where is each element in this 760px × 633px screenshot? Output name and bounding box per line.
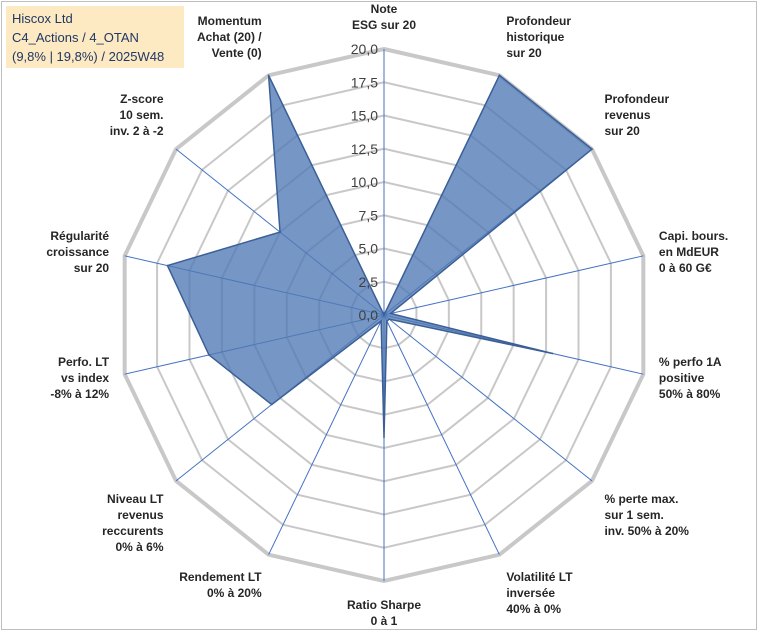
- data-point: [551, 352, 554, 355]
- axis-label-line: Profondeur: [604, 92, 669, 106]
- axis-label: Profondeur revenus sur 20: [604, 92, 669, 138]
- axis-label-line: 0% à 6%: [115, 540, 163, 554]
- data-point: [386, 320, 388, 322]
- axis-label-line: ESG sur 20: [352, 18, 416, 32]
- axis-label-line: vs index: [61, 371, 109, 385]
- data-point: [166, 264, 169, 267]
- axis-label-line: Rendement LT: [179, 570, 262, 584]
- chart-title-box: Hiscox Ltd C4_Actions / 4_OTAN (9,8% | 1…: [6, 6, 184, 68]
- tick-label: 15,0: [351, 108, 378, 124]
- axis-label-line: Achat (20) /: [197, 30, 262, 44]
- tick-label: 20,0: [351, 41, 378, 57]
- tick-label: 2,5: [359, 274, 379, 290]
- axis-label-line: Niveau LT: [107, 492, 164, 506]
- axis-label-line: inv. 2 à -2: [110, 124, 164, 138]
- axis-label: Perfo. LT vs index -8% à 12%: [50, 355, 109, 401]
- axis-label-line: 0% à 20%: [207, 586, 262, 600]
- axis-label-line: % perfo 1A: [659, 355, 722, 369]
- data-point: [279, 231, 281, 233]
- radar-spoke: [383, 314, 500, 555]
- axis-label-line: sur 20: [74, 261, 110, 275]
- radar-spoke: [383, 255, 644, 316]
- tick-label: 12,5: [351, 141, 378, 157]
- tick-label: 0,0: [359, 307, 379, 323]
- axis-label: Momentum Achat (20) / Vente (0): [197, 14, 262, 60]
- data-point: [388, 318, 390, 320]
- axis-label-line: Momentum: [198, 14, 262, 28]
- data-point: [380, 320, 382, 322]
- series-area: [166, 74, 594, 438]
- axis-label: Rendement LT 0% à 20%: [179, 570, 262, 600]
- axis-label-line: % perte max.: [604, 492, 678, 506]
- axis-label: Capi. bours. en MdEUR 0 à 60 G€: [659, 229, 728, 275]
- axis-label: Profondeur historique sur 20: [506, 14, 571, 60]
- axis-label-line: sur 20: [506, 46, 542, 60]
- portfolio-name: C4_Actions / 4_OTAN: [12, 30, 139, 45]
- axis-label-line: en MdEUR: [659, 245, 719, 259]
- axis-label-line: revenus: [604, 108, 650, 122]
- radar-spoke: [383, 314, 593, 482]
- axis-label-line: Z-score: [120, 92, 164, 106]
- axis-label-line: sur 1 sem.: [604, 508, 663, 522]
- tick-label: 10,0: [351, 174, 378, 190]
- period-info: (9,8% | 19,8%) / 2025W48: [12, 49, 165, 64]
- axis-label-line: 10 sem.: [119, 108, 163, 122]
- axis-label: Z-score 10 sem. inv. 2 à -2: [110, 92, 164, 138]
- axis-label-line: Note: [371, 2, 398, 16]
- axis-label: Volatilité LT inversée 40% à 0%: [506, 570, 573, 616]
- axis-label: Régularité croissance sur 20: [46, 229, 109, 275]
- axis-label: % perte max. sur 1 sem. inv. 50% à 20%: [604, 492, 689, 538]
- axis-label-line: 40% à 0%: [506, 602, 561, 616]
- axis-label-line: 0 à 1: [371, 614, 398, 628]
- axis-label-line: Vente (0): [212, 46, 262, 60]
- axis-label-line: Volatilité LT: [506, 570, 573, 584]
- axis-label-line: historique: [506, 30, 564, 44]
- radar-spoke: [268, 314, 385, 555]
- radar-tick-labels: 0,0 2,5 5,0 7,5 10,0 12,5 15,0 17,5 20,0: [351, 41, 378, 323]
- axis-label-line: revenus: [117, 508, 163, 522]
- axis-label-line: -8% à 12%: [50, 387, 109, 401]
- tick-label: 7,5: [359, 207, 379, 223]
- data-point: [383, 314, 385, 316]
- axis-label-line: positive: [659, 371, 705, 385]
- axis-label: % perfo 1A positive 50% à 80%: [659, 355, 722, 401]
- company-name: Hiscox Ltd: [12, 11, 73, 26]
- axis-label-line: inv. 50% à 20%: [604, 524, 689, 538]
- axis-label: Note ESG sur 20: [352, 2, 416, 32]
- axis-label-line: sur 20: [604, 124, 640, 138]
- data-point: [270, 403, 273, 406]
- radar-series: [166, 74, 594, 439]
- axis-label: Niveau LT revenus reccurents 0% à 6%: [102, 492, 164, 554]
- axis-label-line: Profondeur: [506, 14, 571, 28]
- axis-label-line: croissance: [46, 245, 109, 259]
- data-point: [383, 436, 385, 439]
- tick-label: 5,0: [359, 241, 379, 257]
- data-point: [208, 354, 210, 356]
- axis-label-line: 50% à 80%: [659, 387, 721, 401]
- radar-axis-labels: Note ESG sur 20 Profondeur historique sur 20…: [46, 2, 728, 628]
- axis-label-line: Capi. bours.: [659, 229, 728, 243]
- data-point: [267, 74, 270, 77]
- axis-label-line: inversée: [506, 586, 555, 600]
- tick-label: 17,5: [351, 74, 378, 90]
- data-point: [498, 74, 501, 77]
- axis-label-line: Perfo. LT: [58, 355, 110, 369]
- data-point: [389, 312, 392, 315]
- axis-label-line: Régularité: [50, 229, 109, 243]
- axis-label: Ratio Sharpe 0 à 1: [347, 598, 421, 628]
- data-point: [591, 148, 593, 150]
- axis-label-line: Ratio Sharpe: [347, 598, 421, 612]
- axis-label-line: 0 à 60 G€: [659, 261, 712, 275]
- axis-label-line: reccurents: [102, 524, 164, 538]
